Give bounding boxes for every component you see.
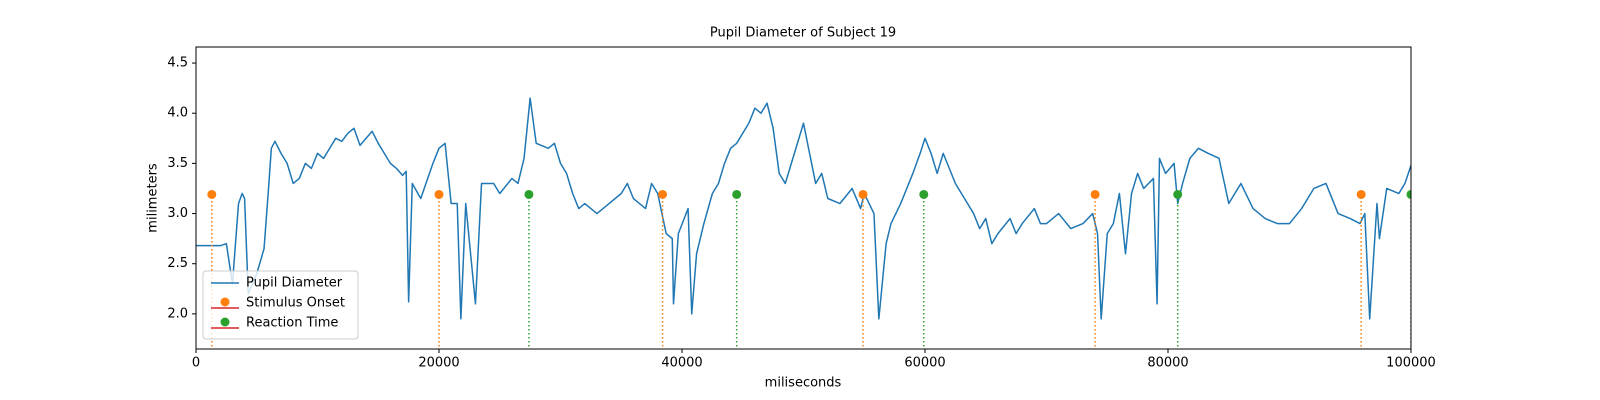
x-tick-label: 100000 [1386, 356, 1436, 371]
x-tick-label: 0 [192, 356, 200, 371]
stem-marker [919, 189, 929, 199]
plot-area [196, 97, 1411, 349]
stem-marker [524, 189, 534, 199]
stem-marker [1090, 189, 1100, 199]
y-tick-label: 3.5 [167, 156, 188, 171]
x-tick-label: 80000 [1147, 356, 1188, 371]
x-axis-label: miliseconds [765, 376, 842, 391]
y-tick-label: 2.0 [167, 306, 188, 321]
x-tick-label: 20000 [418, 356, 459, 371]
chart-title: Pupil Diameter of Subject 19 [710, 26, 896, 41]
y-tick-label: 4.0 [167, 106, 188, 121]
legend-label: Reaction Time [246, 316, 338, 331]
legend-marker [220, 317, 230, 327]
axes-frame [195, 46, 1412, 350]
y-tick-label: 3.0 [167, 206, 188, 221]
stem-marker [858, 189, 868, 199]
y-axis-label: milimeters [146, 163, 161, 233]
x-tick-label: 40000 [661, 356, 702, 371]
stem-marker [1356, 189, 1366, 199]
legend-box [202, 270, 359, 340]
pupil-line [196, 97, 1411, 320]
y-tick-label: 4.5 [167, 56, 188, 71]
stem-marker [207, 189, 217, 199]
legend-marker [220, 297, 230, 307]
legend-label: Pupil Diameter [246, 276, 343, 291]
stem-marker [658, 189, 668, 199]
legend-label: Stimulus Onset [246, 296, 345, 311]
y-tick-label: 2.5 [167, 256, 188, 271]
stem-marker [732, 189, 742, 199]
stem-marker [1406, 189, 1411, 199]
x-tick-label: 60000 [904, 356, 945, 371]
stem-marker [1173, 189, 1183, 199]
stem-marker [434, 189, 444, 199]
